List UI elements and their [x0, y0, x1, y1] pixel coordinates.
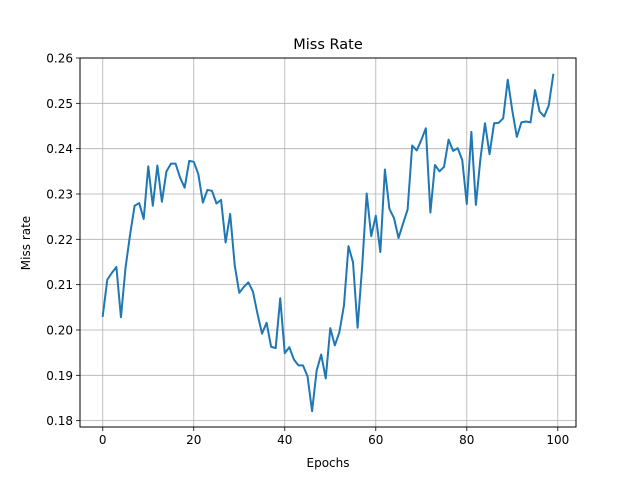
x-tick-label: 60 — [368, 433, 383, 447]
y-tick-label: 0.26 — [46, 52, 73, 66]
y-tick-label: 0.24 — [46, 142, 73, 156]
plot-frame — [79, 57, 577, 428]
x-tick-label: 100 — [546, 433, 569, 447]
series-line-0 — [101, 73, 555, 413]
y-tick-label: 0.23 — [46, 187, 73, 201]
y-tick-label: 0.19 — [46, 369, 73, 383]
y-axis-label: Miss rate — [19, 216, 33, 270]
y-tick-label: 0.18 — [46, 414, 73, 428]
y-tick-label: 0.25 — [46, 97, 73, 111]
y-tick-label: 0.22 — [46, 233, 73, 247]
y-tick-label: 0.21 — [46, 278, 73, 292]
y-tick-label: 0.20 — [46, 323, 73, 337]
line-layer — [101, 73, 555, 413]
chart-title: Miss Rate — [293, 37, 363, 53]
x-tick-label: 40 — [277, 433, 292, 447]
tick-layer: 0 20 40 60 80 100 0.18 0.19 0.20 0.21 0.22 0.23 0.24… — [46, 52, 569, 448]
x-axis-label: Epochs — [307, 456, 350, 470]
x-tick-label: 80 — [459, 433, 474, 447]
x-tick-label: 20 — [186, 433, 201, 447]
x-tick-label: 0 — [99, 433, 107, 447]
